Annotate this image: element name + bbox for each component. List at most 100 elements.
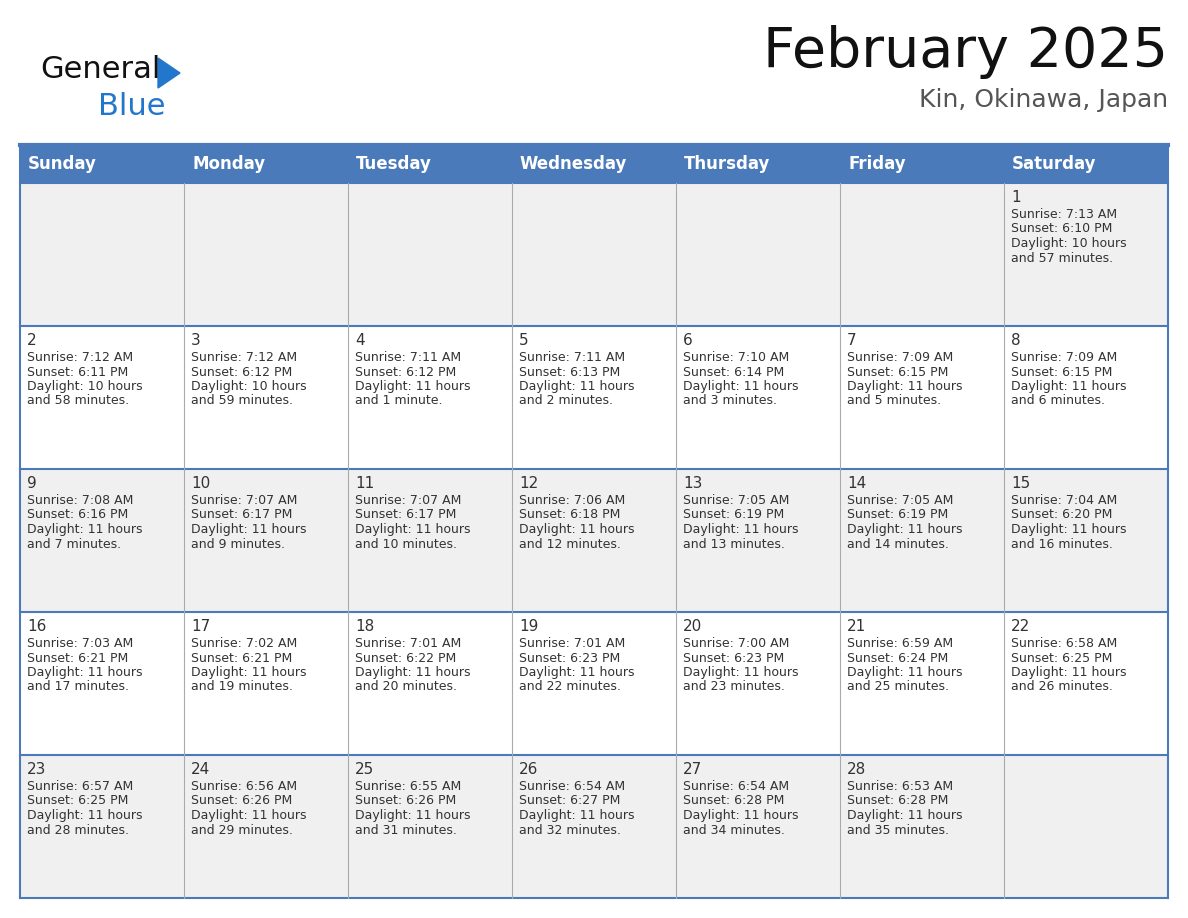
Text: Daylight: 11 hours: Daylight: 11 hours — [191, 809, 307, 822]
Text: 27: 27 — [683, 762, 702, 777]
Text: Sunrise: 7:12 AM: Sunrise: 7:12 AM — [27, 351, 133, 364]
Text: Sunset: 6:13 PM: Sunset: 6:13 PM — [519, 365, 620, 378]
Text: Sunset: 6:17 PM: Sunset: 6:17 PM — [355, 509, 456, 521]
Text: 14: 14 — [847, 476, 866, 491]
Text: 21: 21 — [847, 619, 866, 634]
Text: and 59 minutes.: and 59 minutes. — [191, 395, 293, 408]
Text: Sunset: 6:14 PM: Sunset: 6:14 PM — [683, 365, 784, 378]
Text: Daylight: 11 hours: Daylight: 11 hours — [847, 523, 962, 536]
Text: and 1 minute.: and 1 minute. — [355, 395, 442, 408]
Text: Sunset: 6:12 PM: Sunset: 6:12 PM — [355, 365, 456, 378]
Text: and 29 minutes.: and 29 minutes. — [191, 823, 293, 836]
Text: Sunrise: 7:11 AM: Sunrise: 7:11 AM — [519, 351, 625, 364]
Text: and 23 minutes.: and 23 minutes. — [683, 680, 785, 693]
Text: Thursday: Thursday — [684, 155, 770, 173]
Text: Sunrise: 7:01 AM: Sunrise: 7:01 AM — [355, 637, 461, 650]
Text: Daylight: 11 hours: Daylight: 11 hours — [519, 666, 634, 679]
Text: 24: 24 — [191, 762, 210, 777]
Text: Daylight: 10 hours: Daylight: 10 hours — [1011, 237, 1126, 250]
Text: Daylight: 11 hours: Daylight: 11 hours — [847, 809, 962, 822]
Text: and 5 minutes.: and 5 minutes. — [847, 395, 941, 408]
Text: 15: 15 — [1011, 476, 1030, 491]
Text: Sunset: 6:27 PM: Sunset: 6:27 PM — [519, 794, 620, 808]
Text: 23: 23 — [27, 762, 46, 777]
Text: Friday: Friday — [848, 155, 905, 173]
Text: Daylight: 11 hours: Daylight: 11 hours — [847, 380, 962, 393]
Text: Daylight: 11 hours: Daylight: 11 hours — [683, 523, 798, 536]
Text: Sunrise: 7:10 AM: Sunrise: 7:10 AM — [683, 351, 789, 364]
Bar — [20, 755, 1168, 898]
Text: Daylight: 11 hours: Daylight: 11 hours — [683, 809, 798, 822]
Text: 20: 20 — [683, 619, 702, 634]
Text: and 28 minutes.: and 28 minutes. — [27, 823, 129, 836]
Text: 10: 10 — [191, 476, 210, 491]
Text: 4: 4 — [355, 333, 365, 348]
Text: Sunrise: 6:55 AM: Sunrise: 6:55 AM — [355, 780, 461, 793]
Text: Sunrise: 7:08 AM: Sunrise: 7:08 AM — [27, 494, 133, 507]
Text: 2: 2 — [27, 333, 37, 348]
Text: 8: 8 — [1011, 333, 1020, 348]
Text: Sunset: 6:19 PM: Sunset: 6:19 PM — [847, 509, 948, 521]
Text: 17: 17 — [191, 619, 210, 634]
Text: Daylight: 11 hours: Daylight: 11 hours — [519, 523, 634, 536]
Text: and 14 minutes.: and 14 minutes. — [847, 538, 949, 551]
Text: Saturday: Saturday — [1012, 155, 1097, 173]
Text: Daylight: 11 hours: Daylight: 11 hours — [355, 809, 470, 822]
Text: Sunrise: 6:57 AM: Sunrise: 6:57 AM — [27, 780, 133, 793]
Text: Daylight: 11 hours: Daylight: 11 hours — [847, 666, 962, 679]
Text: and 22 minutes.: and 22 minutes. — [519, 680, 621, 693]
Text: and 32 minutes.: and 32 minutes. — [519, 823, 621, 836]
Text: and 31 minutes.: and 31 minutes. — [355, 823, 457, 836]
Text: Daylight: 11 hours: Daylight: 11 hours — [683, 380, 798, 393]
Text: Sunset: 6:22 PM: Sunset: 6:22 PM — [355, 652, 456, 665]
Text: Sunrise: 7:12 AM: Sunrise: 7:12 AM — [191, 351, 297, 364]
Text: Daylight: 11 hours: Daylight: 11 hours — [191, 666, 307, 679]
Text: and 2 minutes.: and 2 minutes. — [519, 395, 613, 408]
Bar — [20, 612, 1168, 755]
Text: Blue: Blue — [97, 92, 165, 121]
Text: Daylight: 11 hours: Daylight: 11 hours — [355, 523, 470, 536]
Text: 3: 3 — [191, 333, 201, 348]
Text: 5: 5 — [519, 333, 529, 348]
Text: Sunrise: 7:09 AM: Sunrise: 7:09 AM — [1011, 351, 1117, 364]
Text: Sunset: 6:21 PM: Sunset: 6:21 PM — [191, 652, 292, 665]
Text: and 12 minutes.: and 12 minutes. — [519, 538, 621, 551]
Text: Daylight: 11 hours: Daylight: 11 hours — [27, 809, 143, 822]
Text: Daylight: 11 hours: Daylight: 11 hours — [27, 666, 143, 679]
Text: Daylight: 11 hours: Daylight: 11 hours — [1011, 380, 1126, 393]
Text: Daylight: 10 hours: Daylight: 10 hours — [27, 380, 143, 393]
Text: Daylight: 11 hours: Daylight: 11 hours — [1011, 666, 1126, 679]
Text: and 7 minutes.: and 7 minutes. — [27, 538, 121, 551]
Text: Sunrise: 7:11 AM: Sunrise: 7:11 AM — [355, 351, 461, 364]
Text: Sunrise: 7:01 AM: Sunrise: 7:01 AM — [519, 637, 625, 650]
Text: Sunset: 6:23 PM: Sunset: 6:23 PM — [683, 652, 784, 665]
Text: and 25 minutes.: and 25 minutes. — [847, 680, 949, 693]
Text: and 20 minutes.: and 20 minutes. — [355, 680, 457, 693]
Text: Sunrise: 7:04 AM: Sunrise: 7:04 AM — [1011, 494, 1117, 507]
Text: Sunset: 6:16 PM: Sunset: 6:16 PM — [27, 509, 128, 521]
Text: and 13 minutes.: and 13 minutes. — [683, 538, 785, 551]
Text: 19: 19 — [519, 619, 538, 634]
Text: Daylight: 10 hours: Daylight: 10 hours — [191, 380, 307, 393]
Text: 18: 18 — [355, 619, 374, 634]
Text: Daylight: 11 hours: Daylight: 11 hours — [519, 380, 634, 393]
Text: Sunday: Sunday — [29, 155, 97, 173]
Text: Sunset: 6:17 PM: Sunset: 6:17 PM — [191, 509, 292, 521]
Text: Sunrise: 7:05 AM: Sunrise: 7:05 AM — [847, 494, 954, 507]
Bar — [20, 183, 1168, 326]
Bar — [20, 469, 1168, 612]
Text: 28: 28 — [847, 762, 866, 777]
Text: Sunrise: 7:05 AM: Sunrise: 7:05 AM — [683, 494, 789, 507]
Bar — [20, 145, 1168, 183]
Text: Sunrise: 7:03 AM: Sunrise: 7:03 AM — [27, 637, 133, 650]
Text: and 58 minutes.: and 58 minutes. — [27, 395, 129, 408]
Text: 1: 1 — [1011, 190, 1020, 205]
Text: Sunset: 6:20 PM: Sunset: 6:20 PM — [1011, 509, 1112, 521]
Text: 6: 6 — [683, 333, 693, 348]
Text: 13: 13 — [683, 476, 702, 491]
Text: Sunrise: 6:56 AM: Sunrise: 6:56 AM — [191, 780, 297, 793]
Text: 22: 22 — [1011, 619, 1030, 634]
Text: General: General — [40, 55, 160, 84]
Text: Sunset: 6:10 PM: Sunset: 6:10 PM — [1011, 222, 1112, 236]
Text: Sunset: 6:26 PM: Sunset: 6:26 PM — [191, 794, 292, 808]
